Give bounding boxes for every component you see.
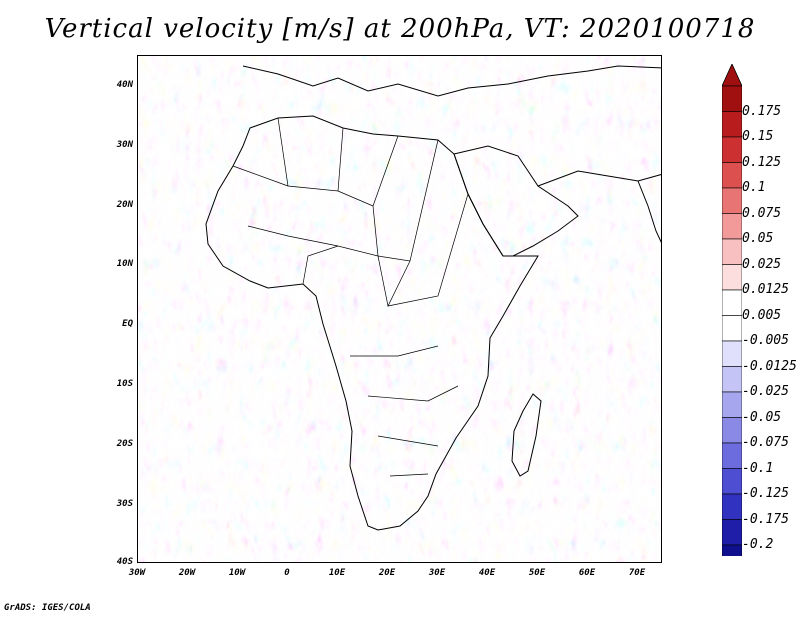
colorbar-swatch	[722, 187, 742, 214]
lat-label: 30S	[116, 498, 133, 509]
colorbar-tick-label: -0.025	[742, 384, 789, 399]
lat-label: 40N	[116, 80, 133, 90]
colorbar-swatch	[722, 366, 742, 393]
lat-label: 10S	[116, 379, 133, 389]
lon-label: 50E	[528, 568, 546, 578]
lat-label: 40S	[116, 557, 133, 567]
colorbar-tick-label: 0.15	[742, 129, 774, 144]
colorbar-tick-label: -0.005	[742, 333, 789, 348]
country-borders	[232, 117, 469, 477]
lon-label: 70E	[628, 568, 646, 578]
colorbar-swatch	[722, 85, 742, 112]
africa-coastline	[205, 115, 539, 531]
lon-label: 20W	[178, 568, 196, 578]
colorbar-tick-label: 0.1	[742, 180, 766, 195]
asia-coastline	[537, 170, 661, 187]
colorbar-tick-label: 0.05	[742, 231, 774, 246]
colorbar-tick-label: 0.0125	[742, 282, 789, 297]
madagascar-coastline	[511, 393, 542, 477]
lon-label: 10E	[328, 568, 346, 578]
lon-label: 40E	[478, 568, 496, 578]
lon-label: 0	[284, 568, 290, 578]
colorbar-tick-label: 0.125	[742, 154, 782, 170]
vertical-velocity-shading	[138, 56, 661, 562]
lon-label: 10W	[228, 568, 246, 578]
colorbar-tick-label: 0.025	[742, 256, 782, 272]
colorbar-tick-label: -0.175	[742, 511, 789, 527]
europe-coastline	[242, 65, 661, 97]
colorbar-swatch	[722, 417, 742, 444]
colorbar-swatch	[722, 264, 742, 291]
colorbar-tick-label: 0.005	[742, 307, 782, 323]
colorbar-swatch	[722, 391, 742, 418]
colorbar-tick-label: -0.2	[742, 537, 774, 552]
lat-label: 10N	[116, 259, 133, 270]
colorbar	[722, 64, 742, 556]
lat-label: 20S	[116, 438, 133, 449]
colorbar-swatch	[722, 289, 742, 316]
map-panel	[137, 55, 662, 563]
colorbar-swatch	[722, 340, 742, 367]
colorbar-swatch	[722, 238, 742, 265]
colorbar-tick-label: -0.1	[742, 460, 774, 476]
lat-label: EQ	[122, 319, 133, 330]
grads-credit: GrADS: IGES/COLA	[4, 603, 91, 613]
colorbar-top-arrow	[722, 64, 742, 87]
colorbar-tick-label: 0.075	[742, 205, 782, 221]
colorbar-swatch	[722, 162, 742, 189]
lon-label: 30E	[428, 568, 446, 578]
colorbar-swatch	[722, 442, 742, 469]
lon-label: 30W	[128, 568, 146, 578]
colorbar-tick-label: -0.05	[742, 409, 782, 425]
chart-title: Vertical velocity [m/s] at 200hPa, VT: 2…	[44, 14, 756, 44]
colorbar-swatch	[722, 111, 742, 138]
colorbar-tick-label: -0.125	[742, 486, 789, 501]
lat-label: 30N	[116, 139, 133, 150]
velocity-field-map	[138, 56, 661, 562]
colorbar-tick-label: -0.0125	[742, 358, 797, 374]
colorbar-swatch	[722, 519, 742, 546]
colorbar-swatch	[722, 213, 742, 240]
colorbar-swatch	[722, 493, 742, 520]
lon-label: 20E	[378, 568, 396, 578]
coastlines	[205, 65, 661, 531]
colorbar-tick-label: 0.175	[742, 103, 782, 119]
colorbar-swatch	[722, 315, 742, 342]
colorbar-swatch	[722, 468, 742, 495]
colorbar-swatch	[722, 136, 742, 163]
colorbar-tick-label: -0.075	[742, 435, 789, 450]
arabia-coastline	[453, 145, 579, 257]
india-coastline	[637, 180, 661, 243]
colorbar-swatch	[722, 544, 742, 556]
lon-label: 60E	[578, 568, 596, 578]
lat-label: 20N	[116, 199, 133, 210]
